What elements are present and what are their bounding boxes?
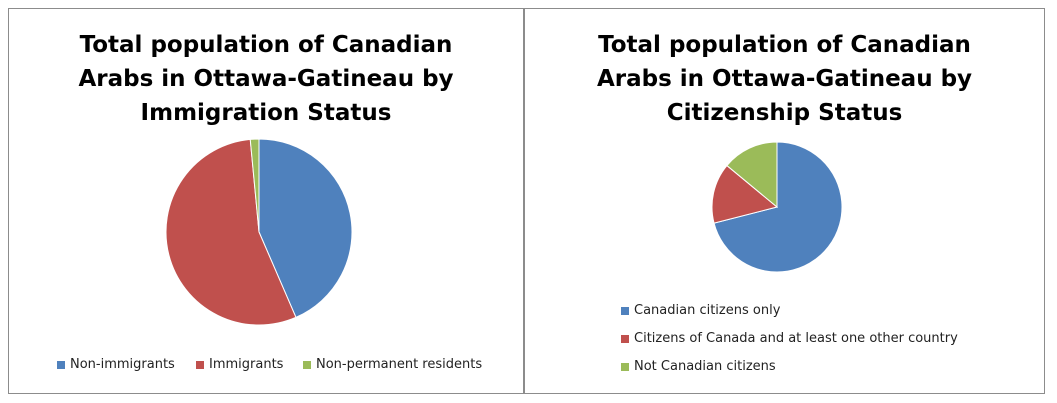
legend-swatch (303, 360, 311, 369)
pie-slice-non-permanent-residents (249, 138, 260, 233)
chart-title: Total population of Canadian Arabs in Ot… (596, 32, 973, 126)
legend-item-non-immigrants: Non-immigrants (57, 357, 175, 372)
pie-chart-immigration (165, 138, 353, 326)
legend-swatch (57, 360, 65, 369)
legend-item-immigrants: Immigrants (196, 357, 283, 372)
legend-label: Non-permanent residents (316, 357, 483, 372)
chart-title: Total population of Canadian Arabs in Ot… (78, 32, 454, 126)
legend-item-non-permanent-residents: Non-permanent residents (303, 357, 482, 372)
legend-item-canadian-citizens-only: Canadian citizens only (621, 303, 780, 318)
legend-label: Not Canadian citizens (634, 359, 776, 374)
legend-item-citizens-of-canada-and-other: Citizens of Canada and at least one othe… (621, 331, 958, 346)
pie-slice-immigrants (165, 138, 297, 326)
legend-label: Immigrants (209, 357, 284, 372)
legend-label: Canadian citizens only (634, 303, 781, 318)
legend-label: Non-immigrants (70, 357, 175, 372)
pie-chart-citizenship (711, 141, 843, 273)
pie-slice-not-canadian-citizens (726, 141, 778, 209)
legend-label: Citizens of Canada and at least one othe… (634, 331, 958, 346)
chart-panel-immigration: Total population of Canadian Arabs in Ot… (8, 8, 524, 394)
pie-slice-non-immigrants (258, 138, 353, 319)
chart-panel-citizenship: Total population of Canadian Arabs in Ot… (524, 8, 1045, 394)
pie-slice-canadian-citizens-only (713, 141, 843, 273)
legend-swatch (196, 360, 204, 369)
legend-swatch (621, 306, 629, 315)
pie-slice-citizens-of-canada-and-at-least-one-other-country (711, 164, 779, 224)
legend-swatch (621, 334, 629, 343)
legend-swatch (621, 362, 629, 371)
legend-item-not-canadian-citizens: Not Canadian citizens (621, 359, 776, 374)
